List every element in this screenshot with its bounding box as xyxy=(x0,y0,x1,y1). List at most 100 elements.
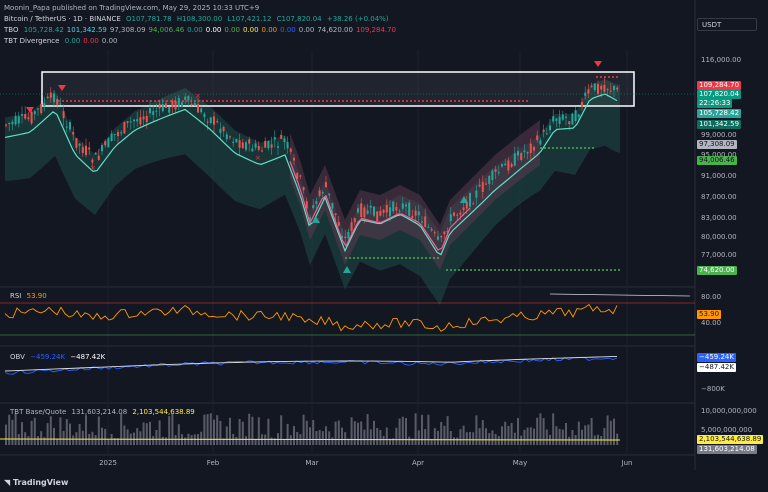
volume-bar xyxy=(533,428,535,445)
symbol-legend[interactable]: Bitcoin / TetherUS · 1D · BINANCE O107,7… xyxy=(4,15,392,24)
candle-body xyxy=(43,103,46,107)
candle-body xyxy=(200,108,203,113)
candle-body xyxy=(53,93,55,103)
volume-bar xyxy=(107,438,110,445)
rsi-legend[interactable]: RSI 53.90 xyxy=(10,292,50,301)
volume-bar xyxy=(353,421,356,445)
volume-bar xyxy=(200,431,203,445)
candle-body xyxy=(299,175,302,177)
candle-body xyxy=(21,113,23,116)
candle-body xyxy=(433,232,436,234)
volume-bar xyxy=(219,420,222,445)
volume-bar xyxy=(478,428,481,445)
volume-bar xyxy=(542,418,545,445)
volume-bar xyxy=(446,416,449,445)
price-badge-tbo-medium: 101,342.59 xyxy=(697,120,742,129)
volume-bar xyxy=(334,421,337,445)
tbo-value: 0.00 xyxy=(261,26,278,34)
tbo-value: 0.00 xyxy=(280,26,296,34)
volume-bar xyxy=(581,429,583,445)
candle-body xyxy=(577,114,580,118)
candle-body xyxy=(440,235,443,238)
candle-body xyxy=(216,121,219,123)
candle-body xyxy=(232,141,235,143)
volume-bar xyxy=(254,438,257,445)
candle-body xyxy=(184,96,187,100)
tbt-bq-v1: 131,603,214.08 xyxy=(71,408,128,416)
rsi-line xyxy=(4,303,618,332)
brand-name: TradingView xyxy=(12,478,69,487)
tbt-bq-label: TBT Base/Quote xyxy=(10,408,67,416)
candle-body xyxy=(14,116,17,125)
volume-bar xyxy=(257,417,260,445)
candle-body xyxy=(331,202,334,209)
candle-body xyxy=(251,148,254,152)
symbol-name: Bitcoin / TetherUS · 1D · BINANCE xyxy=(4,15,121,23)
volume-bar xyxy=(94,435,97,445)
candle-body xyxy=(245,142,247,150)
candle-body xyxy=(478,184,481,187)
tbt-bq-badge-base: 131,603,214.08 xyxy=(697,445,757,454)
tbt-bq-legend[interactable]: TBT Base/Quote 131,603,214.08 2,103,544,… xyxy=(10,408,198,417)
candle-body xyxy=(273,137,276,140)
volume-bar xyxy=(145,423,148,445)
tbt-divergence-value: 0.00 xyxy=(64,37,81,45)
time-axis-label: Apr xyxy=(411,459,425,467)
volume-bar xyxy=(241,421,244,445)
candle-body xyxy=(139,117,142,125)
volume-bar xyxy=(321,431,324,445)
candle-body xyxy=(379,210,382,216)
volume-bar xyxy=(331,437,334,445)
candle-body xyxy=(325,182,327,188)
candle-body xyxy=(600,85,603,90)
volume-bar xyxy=(395,427,398,445)
volume-bar xyxy=(475,415,478,445)
tbo-cloud xyxy=(5,79,620,306)
obv-axis-label: −800K xyxy=(701,385,725,393)
obv-legend[interactable]: OBV −459.24K −487.42K xyxy=(10,353,108,362)
tbo-value: 0.00 xyxy=(224,26,240,34)
price-badge-tbo-slow: 97,308.09 xyxy=(697,140,737,149)
currency-button[interactable]: USDT xyxy=(697,18,757,31)
volume-bar xyxy=(49,416,52,445)
candle-body xyxy=(529,143,532,153)
candle-body xyxy=(312,205,315,209)
candle-body xyxy=(593,83,596,91)
volume-bar xyxy=(318,430,321,445)
volume-bar xyxy=(453,437,455,445)
volume-bar xyxy=(341,427,343,445)
tbo-legend[interactable]: TBO 105,728.42 101,342.59 97,308.09 94,006.… xyxy=(4,26,399,35)
volume-bar xyxy=(571,429,574,445)
rsi-value: 53.90 xyxy=(26,292,47,300)
tbo-value: 0.00 xyxy=(242,26,259,34)
volume-bar xyxy=(392,438,395,445)
candle-body xyxy=(248,139,251,144)
volume-bar xyxy=(309,427,311,445)
price-badge-tbo-fast: 105,728.42 xyxy=(697,109,742,118)
tradingview-logo[interactable]: ◥ TradingView xyxy=(4,478,68,487)
candle-body xyxy=(155,110,158,112)
tbt-divergence-legend[interactable]: TBT Divergence 0.00 0.00 0.00 xyxy=(4,37,120,46)
candle-body xyxy=(337,221,340,226)
volume-bar xyxy=(433,428,436,445)
volume-bar xyxy=(440,421,443,445)
ohlc-change: +38.26 (+0.04%) xyxy=(326,15,389,23)
volume-bar xyxy=(417,430,420,445)
candle-body xyxy=(171,100,174,108)
volume-bar xyxy=(401,416,404,445)
volume-bar xyxy=(328,431,331,445)
volume-bar xyxy=(485,428,487,445)
candle-body xyxy=(17,116,20,124)
volume-bar xyxy=(469,431,471,445)
volume-bar xyxy=(155,429,158,445)
candle-body xyxy=(398,210,401,212)
candle-body xyxy=(449,214,452,222)
candle-body xyxy=(453,212,455,216)
volume-bar xyxy=(21,422,23,445)
candle-body xyxy=(334,213,337,215)
candle-body xyxy=(539,140,542,145)
candle-body xyxy=(568,121,571,125)
volume-bar xyxy=(517,418,519,445)
candle-body xyxy=(110,133,113,141)
